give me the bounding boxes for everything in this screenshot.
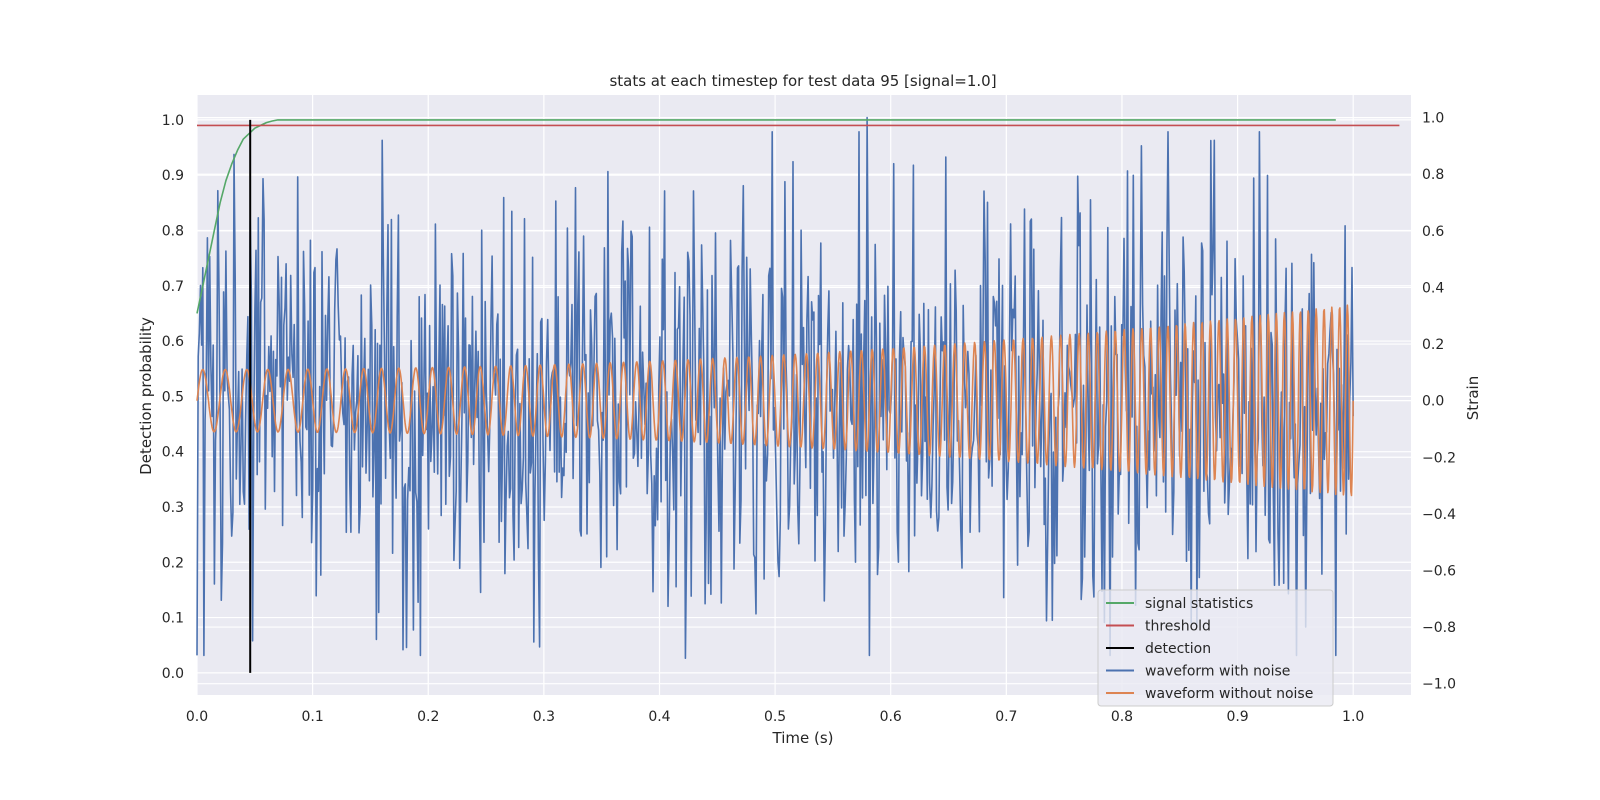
y-tick-label-left: 0.4: [162, 445, 184, 461]
series-line-signal-statistics: [196, 119, 1336, 314]
x-tick-label: 1.0: [1342, 709, 1364, 725]
y-tick-label-left: 0.6: [162, 334, 184, 350]
x-axis-label: Time (s): [772, 729, 834, 747]
x-tick-label: 0.1: [301, 709, 323, 725]
y-tick-label-right: −0.6: [1422, 563, 1456, 579]
y-tick-label-left: 0.7: [162, 279, 184, 295]
legend-label: threshold: [1145, 619, 1211, 635]
x-tick-label: 0.3: [533, 709, 555, 725]
legend-label: signal statistics: [1145, 596, 1253, 612]
legend-label: waveform without noise: [1145, 686, 1313, 702]
x-tick-label: 0.9: [1226, 709, 1248, 725]
y-tick-label-left: 0.1: [162, 611, 184, 627]
y-tick-label-right: −0.8: [1422, 620, 1456, 636]
y-tick-label-right: 0.6: [1422, 224, 1444, 240]
y-tick-label-left: 0.3: [162, 500, 184, 516]
y-tick-label-right: 0.0: [1422, 394, 1444, 410]
y-tick-label-left: 0.5: [162, 389, 184, 405]
y-tick-label-right: 0.2: [1422, 337, 1444, 353]
y-tick-label-right: −0.2: [1422, 450, 1456, 466]
legend-box: [1097, 589, 1334, 707]
legend: signal statistics threshold detection wavef…: [1097, 589, 1334, 707]
y-tick-label-left: 0.2: [162, 555, 184, 571]
y-tick-label-right: −0.4: [1422, 507, 1456, 523]
y-axis-label-left: Detection probability: [137, 317, 155, 475]
axes: 0.0 0.1 0.2 0.3 0.4 0.5 0.6 0.7 0.8 0.9 1.0 0.0 0.1 0…: [162, 111, 1456, 725]
x-tick-label: 0.6: [880, 709, 902, 725]
x-tick-label: 0.2: [417, 709, 439, 725]
legend-label: waveform with noise: [1145, 664, 1290, 680]
y-tick-label-left: 1.0: [162, 113, 184, 129]
y-tick-label-left: 0.8: [162, 223, 184, 239]
x-tick-label: 0.8: [1111, 709, 1133, 725]
y-axis-label-right: Strain: [1464, 376, 1482, 420]
series-line-waveform-without-noise: [196, 304, 1354, 497]
y-tick-label-right: 0.4: [1422, 280, 1444, 296]
y-tick-label-right: 0.8: [1422, 167, 1444, 183]
x-tick-label: 0.4: [648, 709, 670, 725]
x-tick-label: 0.0: [186, 709, 208, 725]
legend-label: detection: [1145, 641, 1211, 657]
series-layer: [196, 116, 1400, 673]
x-tick-label: 0.5: [764, 709, 786, 725]
chart-title: stats at each timestep for test data 95 …: [609, 72, 996, 90]
x-tick-label: 0.7: [995, 709, 1017, 725]
y-tick-label-left: 0.9: [162, 168, 184, 184]
y-tick-label-right: 1.0: [1422, 111, 1444, 127]
y-tick-label-right: −1.0: [1422, 677, 1456, 693]
y-tick-label-left: 0.0: [162, 666, 184, 682]
